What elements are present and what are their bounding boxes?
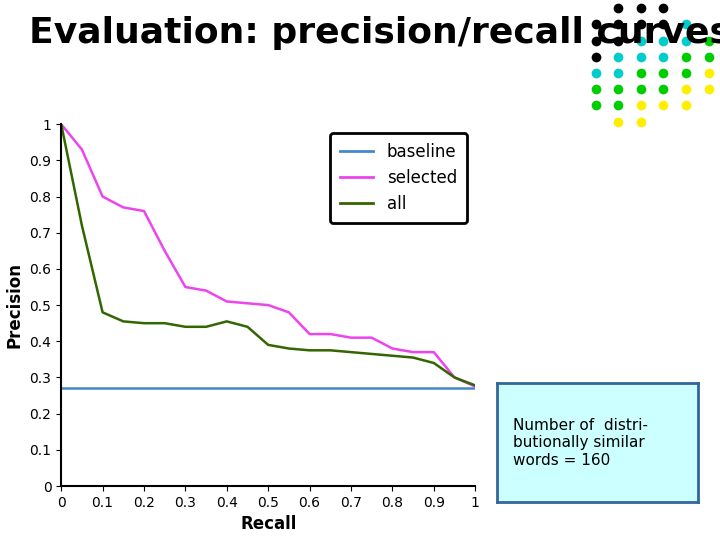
Text: Number of  distri-
butionally similar
words = 160: Number of distri- butionally similar wor… [513, 418, 648, 468]
selected [367, 334, 376, 341]
all [471, 382, 480, 389]
selected [409, 349, 418, 355]
selected [140, 208, 148, 214]
all [78, 222, 86, 229]
selected [471, 383, 480, 390]
all [140, 320, 148, 326]
selected [98, 193, 107, 200]
selected [284, 309, 293, 315]
selected [57, 121, 66, 127]
all [202, 323, 210, 330]
all [161, 320, 169, 326]
all [388, 353, 397, 359]
selected [388, 345, 397, 352]
Line: selected: selected [61, 124, 475, 387]
Line: all: all [61, 124, 475, 386]
selected [264, 302, 272, 308]
all [409, 354, 418, 361]
selected [243, 300, 252, 307]
selected [181, 284, 189, 291]
all [264, 342, 272, 348]
all [243, 323, 252, 330]
selected [119, 204, 127, 211]
Y-axis label: Precision: Precision [6, 262, 24, 348]
X-axis label: Recall: Recall [240, 515, 297, 534]
Legend: baseline, selected, all: baseline, selected, all [330, 132, 467, 223]
all [57, 121, 66, 127]
all [119, 318, 127, 325]
selected [429, 349, 438, 355]
Text: Evaluation: precision/recall curves: Evaluation: precision/recall curves [29, 16, 720, 50]
all [284, 345, 293, 352]
selected [161, 247, 169, 254]
selected [305, 331, 314, 338]
all [222, 318, 231, 325]
selected [326, 331, 335, 338]
selected [450, 374, 459, 381]
all [367, 350, 376, 357]
selected [222, 298, 231, 305]
all [181, 323, 189, 330]
selected [346, 334, 355, 341]
selected [78, 146, 86, 153]
selected [202, 287, 210, 294]
all [98, 309, 107, 315]
all [429, 360, 438, 366]
all [450, 374, 459, 381]
all [346, 349, 355, 355]
all [305, 347, 314, 354]
all [326, 347, 335, 354]
